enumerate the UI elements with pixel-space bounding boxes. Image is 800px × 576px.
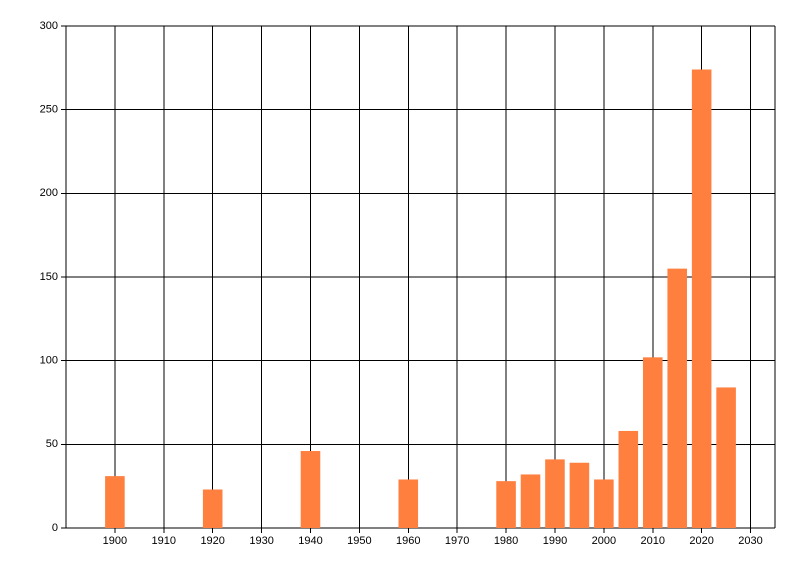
y-tick-label: 250 — [40, 104, 58, 116]
x-tick-label: 1990 — [543, 535, 567, 547]
x-tick-label: 1920 — [200, 535, 224, 547]
x-tick-label: 2030 — [738, 535, 762, 547]
bar — [667, 268, 687, 528]
y-tick-label: 0 — [52, 522, 58, 534]
x-tick-label: 2010 — [641, 535, 665, 547]
y-tick-label: 300 — [40, 20, 58, 32]
y-tick-label: 50 — [46, 438, 58, 450]
x-tick-label: 1900 — [103, 535, 127, 547]
bar — [618, 430, 639, 528]
bar — [300, 451, 321, 528]
bar — [520, 474, 541, 528]
bar — [594, 479, 614, 528]
y-tick-label: 200 — [40, 187, 58, 199]
bar — [496, 481, 516, 528]
x-tick-label: 2020 — [689, 535, 713, 547]
bar — [105, 476, 125, 528]
bar — [398, 479, 419, 528]
x-tick-label: 1950 — [347, 535, 371, 547]
y-tick-label: 100 — [40, 355, 58, 367]
bar — [545, 459, 565, 528]
x-tick-label: 1970 — [445, 535, 469, 547]
x-tick-label: 1960 — [396, 535, 420, 547]
x-tick-label: 1980 — [494, 535, 518, 547]
x-tick-label: 1910 — [152, 535, 176, 547]
bar — [202, 489, 223, 528]
y-tick-label: 150 — [40, 271, 58, 283]
bar — [642, 357, 663, 528]
bar — [716, 387, 736, 528]
x-tick-label: 1930 — [249, 535, 273, 547]
x-tick-label: 1940 — [298, 535, 322, 547]
bar — [691, 69, 712, 529]
x-tick-label: 2000 — [592, 535, 616, 547]
bar — [569, 462, 590, 528]
